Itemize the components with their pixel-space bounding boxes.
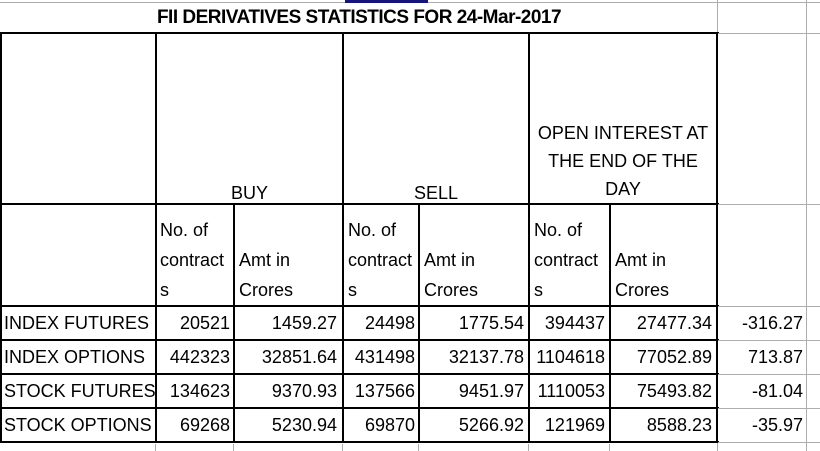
- cell-row3-net[interactable]: -35.97: [751, 414, 803, 435]
- cell-row1-sell-contracts[interactable]: 431498: [354, 346, 415, 367]
- table-border: [0, 407, 719, 409]
- cell-row2-sell-amount[interactable]: 9451.97: [458, 380, 524, 401]
- cell-row1-net[interactable]: 713.87: [747, 346, 803, 367]
- header-group-open-interest[interactable]: OPEN INTEREST AT THE END OF THE DAY: [537, 123, 709, 199]
- table-border: [528, 32, 530, 443]
- table-border: [418, 203, 420, 443]
- cell-row3-label[interactable]: STOCK OPTIONS: [4, 414, 152, 435]
- cell-row0-oi-amount[interactable]: 27477.34: [636, 312, 712, 333]
- table-border: [0, 203, 719, 205]
- gridline: [718, 204, 820, 205]
- gridline: [418, 444, 419, 451]
- gridline: [528, 444, 529, 451]
- cell-row2-net[interactable]: -81.04: [751, 380, 803, 401]
- cell-row1-sell-amount[interactable]: 32137.78: [448, 346, 524, 367]
- cell-row1-label[interactable]: INDEX OPTIONS: [4, 346, 146, 367]
- subheader-buy-contracts[interactable]: No. of contract s: [160, 220, 225, 300]
- table-border: [233, 203, 235, 443]
- gridline: [718, 374, 820, 375]
- cell-row0-sell-amount[interactable]: 1775.54: [458, 312, 524, 333]
- cell-row3-oi-amount[interactable]: 8588.23: [646, 414, 712, 435]
- cell-row1-buy-amount[interactable]: 32851.64: [261, 346, 337, 367]
- selection-accent-bar: [345, 0, 428, 3]
- subheader-sell-amount[interactable]: Amt in Crores: [424, 250, 479, 300]
- cell-row3-oi-contracts[interactable]: 121969: [544, 414, 605, 435]
- cell-row2-sell-contracts[interactable]: 137566: [354, 380, 415, 401]
- cell-row0-net[interactable]: -316.27: [741, 312, 803, 333]
- cell-row1-oi-contracts[interactable]: 1104618: [536, 346, 605, 367]
- table-border: [716, 32, 718, 443]
- cell-row0-label[interactable]: INDEX FUTURES: [4, 312, 150, 333]
- table-border: [0, 32, 2, 443]
- table-border: [609, 203, 611, 443]
- gridline: [717, 443, 718, 451]
- table-border: [0, 32, 719, 34]
- cell-row0-buy-contracts[interactable]: 20521: [179, 312, 230, 333]
- table-border: [155, 32, 157, 443]
- table-border: [0, 339, 719, 341]
- subheader-oi-amount[interactable]: Amt in Crores: [615, 250, 670, 300]
- table-border: [0, 305, 719, 307]
- cell-row1-buy-contracts[interactable]: 442323: [169, 346, 230, 367]
- header-group-sell[interactable]: SELL: [413, 183, 459, 203]
- table-border: [342, 32, 344, 443]
- cell-row3-sell-amount[interactable]: 5266.92: [458, 414, 524, 435]
- cell-row2-label[interactable]: STOCK FUTURES: [4, 380, 156, 401]
- gridline: [233, 444, 234, 451]
- subheader-sell-contracts[interactable]: No. of contract s: [348, 220, 413, 300]
- title-cell[interactable]: FII DERIVATIVES STATISTICS FOR 24-Mar-20…: [156, 6, 562, 28]
- gridline: [717, 0, 718, 32]
- gridline: [718, 408, 820, 409]
- gridline: [718, 33, 820, 34]
- cell-row2-buy-contracts[interactable]: 134623: [169, 380, 230, 401]
- gridline: [718, 306, 820, 307]
- gridline: [718, 340, 820, 341]
- gridline: [609, 444, 610, 451]
- cell-row2-oi-amount[interactable]: 75493.82: [636, 380, 712, 401]
- subheader-buy-amount[interactable]: Amt in Crores: [239, 250, 294, 300]
- cell-row3-buy-contracts[interactable]: 69268: [179, 414, 230, 435]
- subheader-oi-contracts[interactable]: No. of contract s: [534, 220, 599, 300]
- cell-row2-oi-contracts[interactable]: 1110053: [537, 380, 605, 401]
- table-border: [0, 441, 719, 443]
- header-group-buy[interactable]: BUY: [230, 183, 268, 203]
- cell-row0-sell-contracts[interactable]: 24498: [364, 312, 415, 333]
- gridline: [342, 444, 343, 451]
- table-border: [0, 373, 719, 375]
- cell-row3-buy-amount[interactable]: 5230.94: [271, 414, 337, 435]
- cell-row0-buy-amount[interactable]: 1459.27: [271, 312, 337, 333]
- cell-row3-sell-contracts[interactable]: 69870: [364, 414, 415, 435]
- gridline: [718, 442, 820, 443]
- gridline: [806, 0, 807, 451]
- cell-row2-buy-amount[interactable]: 9370.93: [271, 380, 337, 401]
- cell-row0-oi-contracts[interactable]: 394437: [544, 312, 605, 333]
- cell-row1-oi-amount[interactable]: 77052.89: [636, 346, 712, 367]
- gridline: [155, 444, 156, 451]
